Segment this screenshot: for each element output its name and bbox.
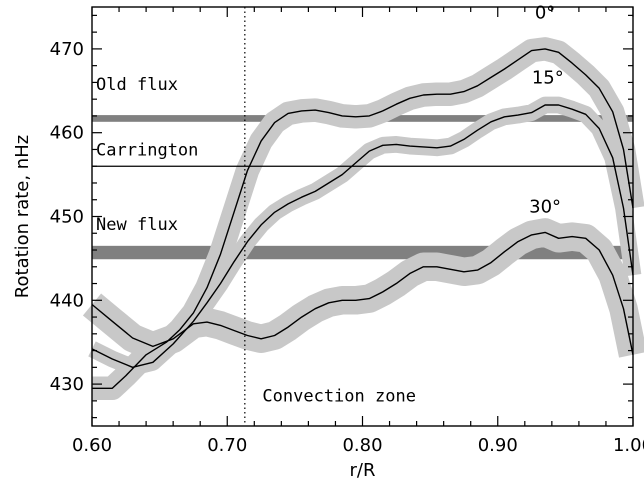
- y-tick-label: 460: [50, 123, 84, 144]
- x-tick-label: 0.70: [207, 435, 247, 456]
- y-tick-label: 450: [50, 207, 84, 228]
- rotation-curve-0: [92, 48, 634, 389]
- old-flux-label: Old flux: [96, 75, 178, 95]
- rotation-curve-2: [91, 231, 634, 355]
- y-tick-label: 440: [50, 290, 84, 311]
- x-tick-label: 0.60: [72, 435, 112, 456]
- x-axis-title: r/R: [350, 460, 376, 481]
- rotation-curve-1: [91, 104, 634, 368]
- x-tick-label: 0.80: [342, 435, 382, 456]
- rotation-curves: [91, 48, 634, 389]
- y-tick-label: 430: [50, 374, 84, 395]
- chart-labels: Old flux New flux Carrington Convection zon…: [12, 3, 644, 481]
- x-tick-label: 0.90: [478, 435, 518, 456]
- reference-lines: [92, 7, 633, 426]
- curve-label-0: 0°: [535, 3, 555, 24]
- y-tick-label: 470: [50, 39, 84, 60]
- carrington-label: Carrington: [96, 140, 198, 160]
- new-flux-label: New flux: [96, 215, 178, 235]
- curve-label-1: 15°: [532, 67, 564, 88]
- axes-frame: [91, 6, 634, 427]
- x-tick-label: 1.00: [613, 435, 644, 456]
- convection-zone-label: Convection zone: [262, 387, 416, 407]
- y-axis-title: Rotation rate, nHz: [12, 135, 33, 298]
- curve-label-2: 30°: [529, 196, 561, 217]
